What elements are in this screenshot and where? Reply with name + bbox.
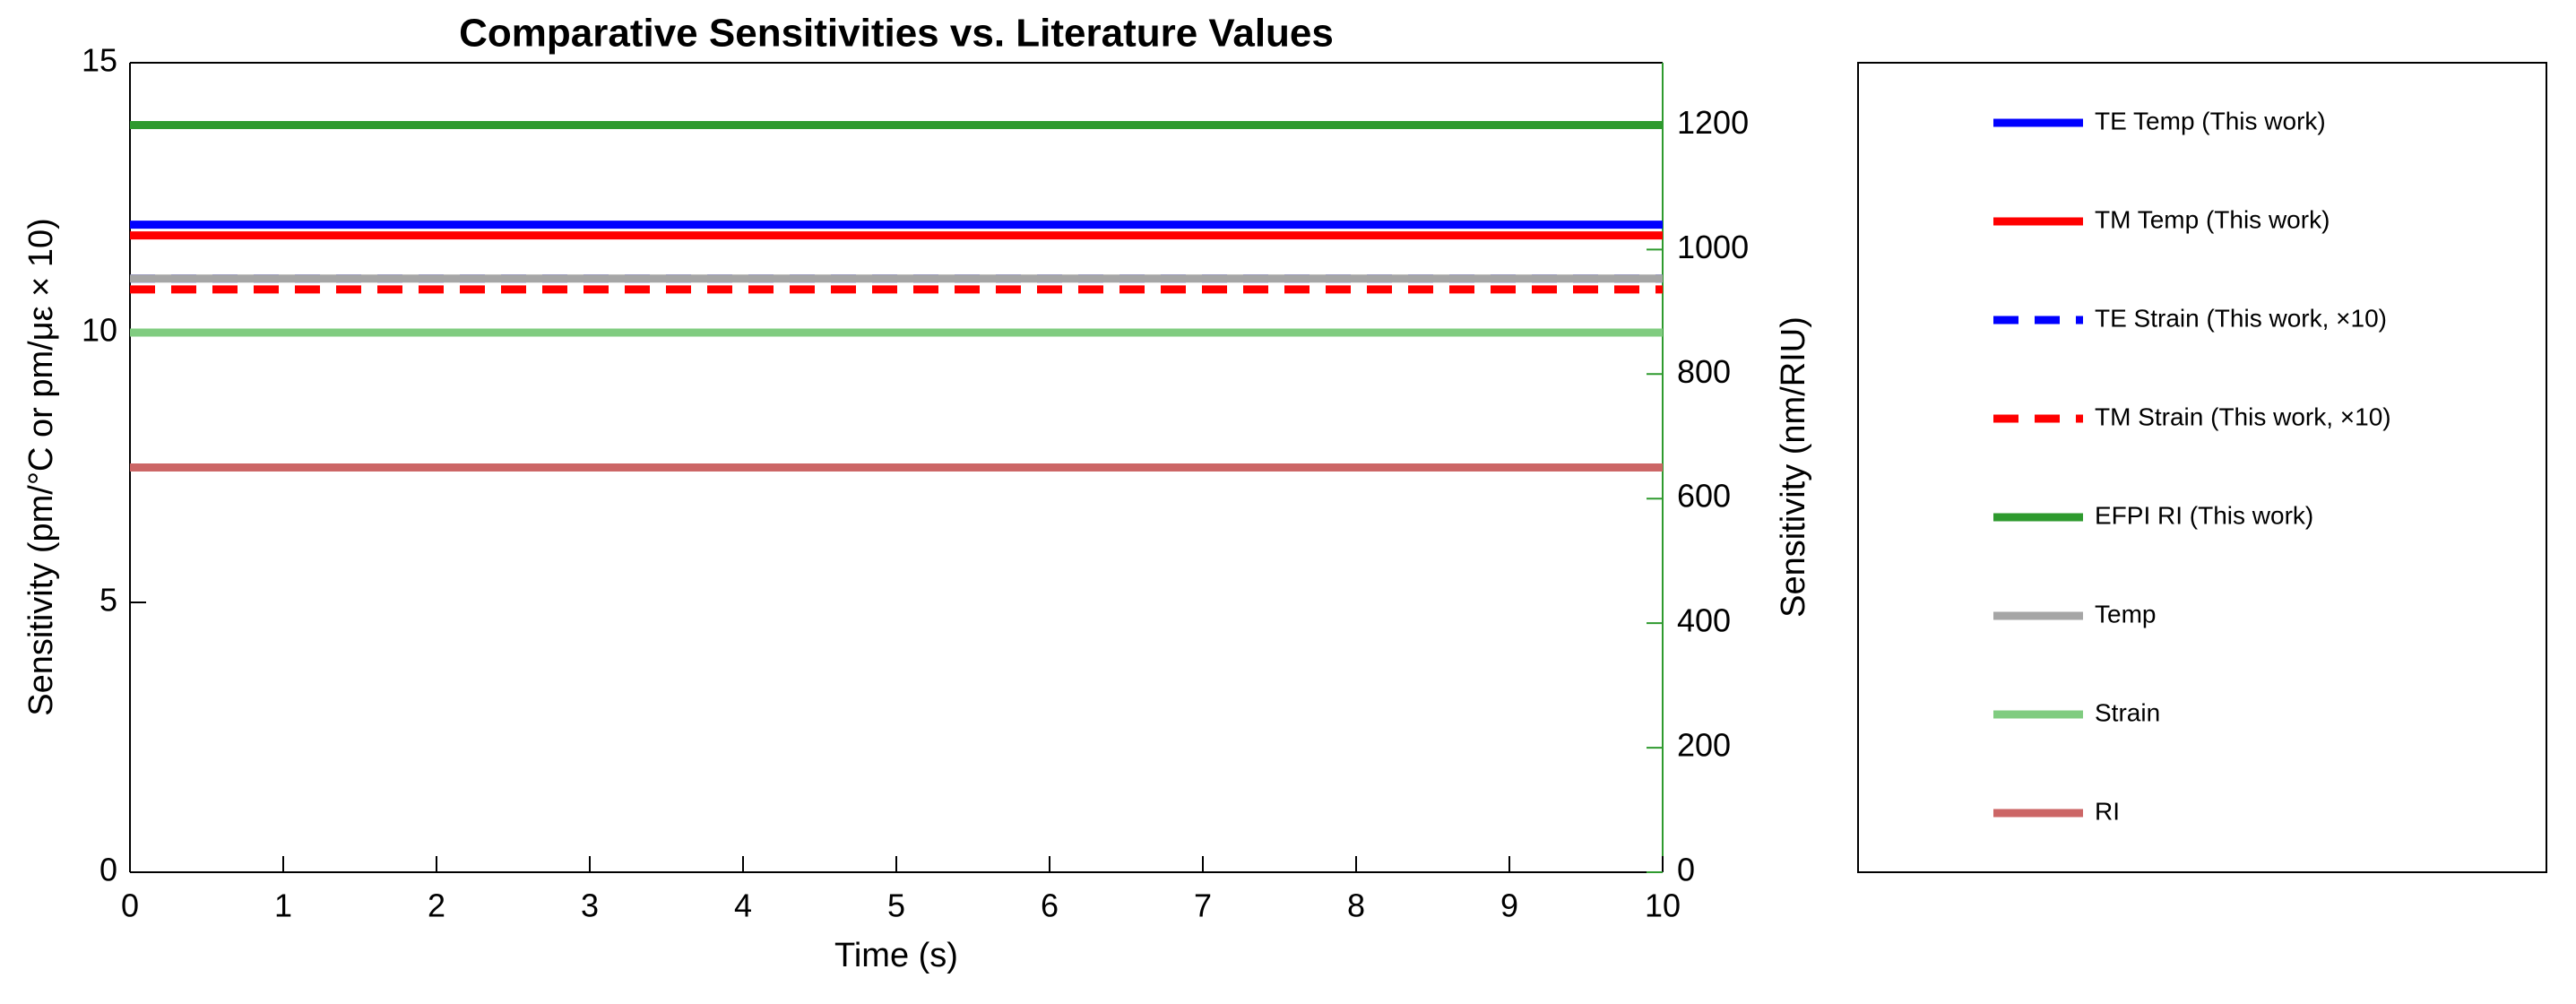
legend-box — [1857, 62, 2547, 873]
x-tick-label: 9 — [1500, 887, 1518, 924]
x-tick-label: 6 — [1041, 887, 1059, 924]
y2-axis-label: Sensitivity (nm/RIU) — [1775, 316, 1812, 618]
y2-tick-label: 200 — [1677, 727, 1731, 764]
y-axis-label: Sensitivity (pm/°C or pm/με × 10) — [22, 218, 60, 716]
chart-title: Comparative Sensitivities vs. Literature… — [459, 12, 1334, 56]
x-axis-label: Time (s) — [834, 937, 958, 974]
legend-label: TM Strain (This work, ×10) — [2095, 402, 2391, 430]
y-tick-label: 10 — [82, 312, 117, 349]
legend-label: TE Temp (This work) — [2095, 107, 2326, 134]
y2-tick-label: 600 — [1677, 478, 1731, 515]
y2-tick-label: 800 — [1677, 353, 1731, 390]
x-tick-label: 0 — [121, 887, 139, 924]
legend-label: RI — [2095, 797, 2120, 825]
x-tick-label: 4 — [734, 887, 752, 924]
x-tick-label: 2 — [428, 887, 445, 924]
y2-tick-label: 400 — [1677, 602, 1731, 639]
y-tick-label: 0 — [99, 852, 117, 888]
legend-label: EFPI RI (This work) — [2095, 501, 2313, 529]
x-tick-label: 1 — [274, 887, 292, 924]
y2-tick-label: 0 — [1677, 852, 1695, 888]
legend-label: Temp — [2095, 600, 2156, 628]
x-tick-label: 5 — [887, 887, 905, 924]
legend-label: TE Strain (This work, ×10) — [2095, 304, 2387, 332]
x-tick-label: 10 — [1645, 887, 1681, 924]
legend-label: TM Temp (This work) — [2095, 205, 2330, 233]
x-tick-label: 8 — [1347, 887, 1365, 924]
y-tick-label: 5 — [99, 582, 117, 619]
legend-label: Strain — [2095, 698, 2160, 726]
x-tick-label: 3 — [581, 887, 599, 924]
y2-tick-label: 1000 — [1677, 229, 1749, 265]
y2-tick-label: 1200 — [1677, 104, 1749, 141]
y-tick-label: 15 — [82, 42, 117, 79]
x-tick-label: 7 — [1194, 887, 1212, 924]
